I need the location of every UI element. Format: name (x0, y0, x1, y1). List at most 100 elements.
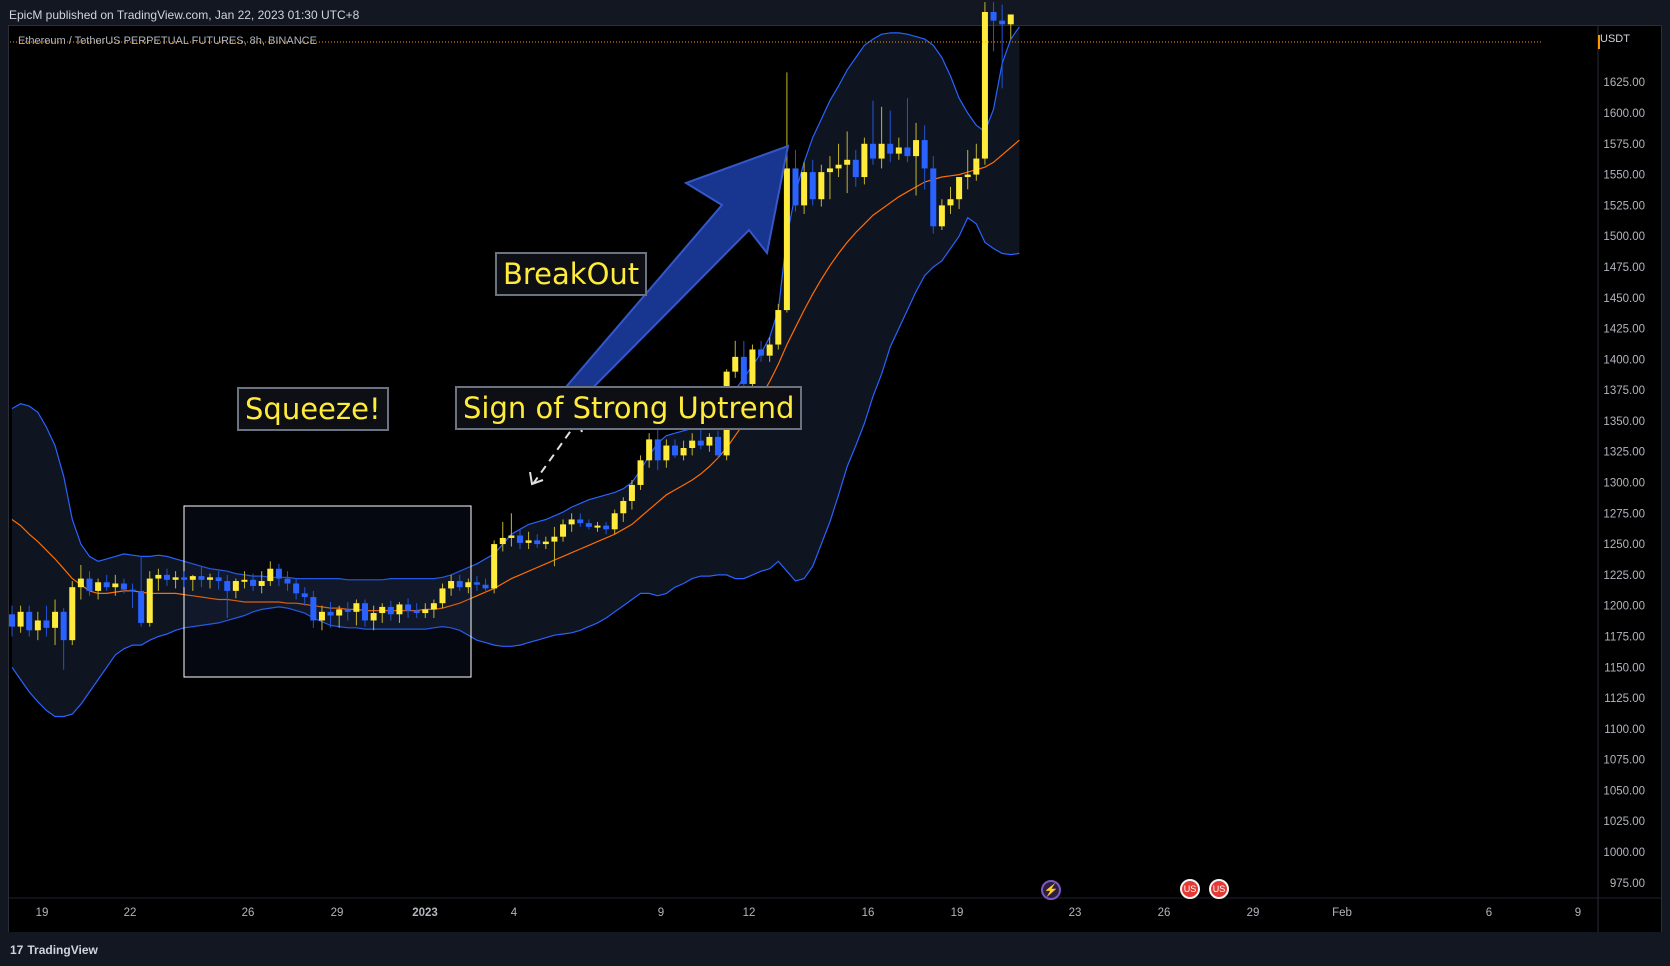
candle[interactable] (301, 587, 308, 606)
candle[interactable] (956, 177, 963, 210)
candle[interactable] (413, 603, 420, 618)
candle[interactable] (52, 599, 59, 646)
candle[interactable] (887, 110, 894, 163)
us-flag-event-icon[interactable]: US (1209, 879, 1229, 899)
candle[interactable] (904, 98, 911, 163)
candle[interactable] (766, 337, 773, 362)
candle[interactable] (95, 578, 102, 600)
candle[interactable] (551, 526, 558, 567)
candle[interactable] (250, 573, 257, 591)
candle[interactable] (938, 199, 945, 231)
candle[interactable] (663, 439, 670, 468)
candle[interactable] (146, 571, 153, 627)
candle[interactable] (715, 430, 722, 458)
candle[interactable] (809, 159, 816, 206)
candle[interactable] (844, 131, 851, 194)
candle[interactable] (327, 601, 334, 628)
candle[interactable] (542, 536, 549, 550)
candle[interactable] (267, 561, 274, 586)
candle[interactable] (181, 571, 188, 588)
candle[interactable] (749, 344, 756, 389)
candle[interactable] (26, 605, 33, 637)
candle[interactable] (792, 149, 799, 212)
candle[interactable] (861, 137, 868, 185)
candle[interactable] (990, 2, 997, 52)
candle[interactable] (34, 611, 41, 641)
candle[interactable] (826, 156, 833, 200)
us-flag-event-icon[interactable]: US (1180, 879, 1200, 899)
candle[interactable] (775, 303, 782, 350)
candle[interactable] (448, 574, 455, 596)
candle[interactable] (783, 72, 790, 313)
candle[interactable] (189, 574, 196, 591)
candle[interactable] (620, 497, 627, 522)
lightning-event-icon[interactable]: ⚡ (1041, 880, 1061, 900)
candle[interactable] (482, 578, 489, 594)
candle[interactable] (964, 149, 971, 190)
candle[interactable] (163, 568, 170, 586)
candle[interactable] (646, 433, 653, 468)
candle[interactable] (560, 519, 567, 542)
candle[interactable] (930, 156, 937, 234)
candle[interactable] (353, 599, 360, 626)
candle[interactable] (516, 529, 523, 550)
candle[interactable] (835, 143, 842, 178)
candle[interactable] (9, 605, 15, 637)
dashed-trend-arrow[interactable] (532, 421, 578, 485)
candle[interactable] (224, 574, 231, 618)
candle[interactable] (370, 605, 377, 631)
candle[interactable] (680, 440, 687, 461)
candle[interactable] (120, 578, 127, 594)
candle[interactable] (654, 427, 661, 471)
candle[interactable] (405, 598, 412, 618)
candle[interactable] (77, 565, 84, 600)
candle[interactable] (508, 513, 515, 547)
candle[interactable] (473, 576, 480, 591)
squeeze-box[interactable] (183, 505, 472, 678)
candle[interactable] (603, 521, 610, 535)
candle[interactable] (801, 162, 808, 214)
candle[interactable] (310, 590, 317, 628)
squeeze-annotation[interactable]: Squeeze! (237, 387, 389, 431)
candle[interactable] (611, 509, 618, 535)
candle[interactable] (465, 578, 472, 594)
candle[interactable] (138, 556, 145, 627)
candle[interactable] (913, 122, 920, 196)
candle[interactable] (60, 608, 67, 670)
candle[interactable] (577, 513, 584, 527)
candle[interactable] (981, 2, 988, 165)
candle[interactable] (456, 574, 463, 591)
candle[interactable] (241, 571, 248, 589)
candle[interactable] (344, 601, 351, 621)
candle[interactable] (947, 186, 954, 214)
candle[interactable] (318, 605, 325, 631)
candle[interactable] (732, 340, 739, 378)
candle[interactable] (396, 601, 403, 623)
candle[interactable] (387, 600, 394, 621)
candle[interactable] (284, 571, 291, 591)
candle[interactable] (491, 540, 498, 594)
price-chart[interactable]: 1625.00 1600.00 1575.00 1550.00 1525.00 1500.… (0, 0, 1670, 932)
candle[interactable] (258, 571, 265, 594)
candle[interactable] (422, 603, 429, 618)
candle[interactable] (818, 164, 825, 207)
currency-label[interactable]: USDT (1600, 33, 1630, 45)
candle[interactable] (758, 340, 765, 362)
candle[interactable] (999, 4, 1006, 89)
candle[interactable] (534, 534, 541, 548)
candle[interactable] (594, 521, 601, 532)
candle[interactable] (43, 605, 50, 637)
candle[interactable] (637, 455, 644, 490)
candle[interactable] (198, 566, 205, 588)
candle[interactable] (671, 439, 678, 458)
candle[interactable] (525, 531, 532, 550)
candle[interactable] (689, 433, 696, 456)
candle[interactable] (129, 583, 136, 609)
candle[interactable] (740, 340, 747, 394)
candle[interactable] (1007, 14, 1014, 40)
candle[interactable] (293, 578, 300, 600)
candle[interactable] (973, 143, 980, 181)
candle[interactable] (852, 149, 859, 187)
candle[interactable] (697, 427, 704, 450)
candle[interactable] (69, 581, 76, 646)
